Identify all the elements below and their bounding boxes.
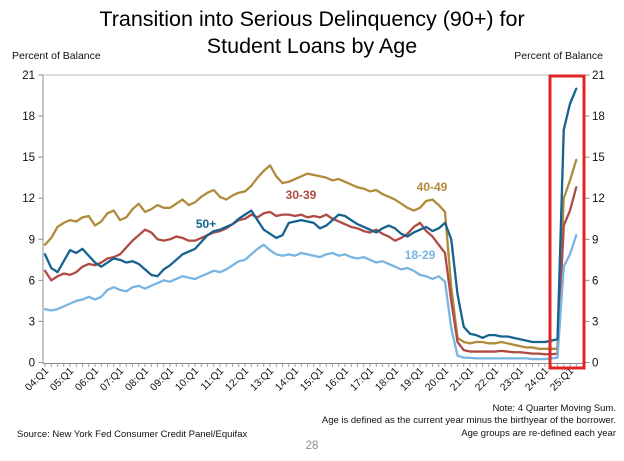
x-tick-label: 20:Q1 — [423, 366, 451, 394]
x-tick-label: 16:Q1 — [323, 366, 351, 394]
chart-title: Transition into Serious Delinquency (90+… — [0, 6, 624, 60]
series-label-age-30-39: 30-39 — [286, 188, 317, 202]
series-line-age-18-29 — [43, 234, 578, 361]
x-tick-label: 04:Q1 — [23, 366, 51, 394]
recent-spike-highlight — [548, 74, 586, 370]
chart-title-line1: Transition into Serious Delinquency (90+… — [99, 7, 525, 31]
x-tick-label: 13:Q1 — [248, 366, 276, 394]
y-tick-label-right: 9 — [592, 234, 598, 246]
series-line-age-50-plus — [43, 87, 578, 344]
series-label-age-18-29: 18-29 — [405, 248, 436, 262]
note-line: Age groups are re-defined each year — [461, 427, 616, 439]
note-line: Note: 4 Quarter Moving Sum. — [492, 403, 616, 414]
y-tick-label-right: 18 — [592, 111, 605, 123]
series-label-age-50-plus: 50+ — [196, 217, 216, 231]
x-tick-label: 07:Q1 — [98, 366, 126, 394]
chart-title-line2: Student Loans by Age — [206, 34, 418, 58]
x-tick-label: 06:Q1 — [73, 366, 101, 394]
x-tick-label: 05:Q1 — [48, 366, 76, 394]
y-tick-label-right: 6 — [592, 275, 598, 287]
y-tick-label-left: 15 — [22, 152, 35, 164]
right-axis-title: Percent of Balance — [514, 50, 603, 62]
x-tick-label: 08:Q1 — [123, 366, 151, 394]
y-tick-label-left: 6 — [29, 275, 35, 287]
y-tick-label-right: 12 — [592, 193, 605, 205]
y-tick-label-left: 18 — [22, 111, 35, 123]
source-note: Source: New York Fed Consumer Credit Pan… — [17, 429, 248, 440]
y-tick-label-left: 0 — [29, 358, 35, 370]
y-tick-label-left: 12 — [22, 193, 35, 205]
y-tick-label-right: 21 — [592, 70, 605, 82]
x-tick-label: 19:Q1 — [398, 366, 426, 394]
y-tick-label-right: 15 — [592, 152, 605, 164]
y-tick-label-right: 3 — [592, 316, 598, 328]
series-line-age-30-39 — [43, 186, 578, 356]
x-tick-label: 14:Q1 — [273, 366, 301, 394]
x-tick-label: 21:Q1 — [448, 366, 476, 394]
y-tick-label-right: 0 — [592, 358, 598, 370]
y-tick-label-left: 21 — [22, 70, 35, 82]
left-axis-title: Percent of Balance — [12, 50, 101, 62]
y-tick-label-left: 3 — [29, 316, 35, 328]
x-tick-label: 12:Q1 — [223, 366, 251, 394]
x-tick-label: 24:Q1 — [523, 366, 551, 394]
page-number: 28 — [305, 440, 319, 452]
series-line-age-40-49 — [43, 158, 578, 350]
note-line: Age is defined as the current year minus… — [321, 415, 616, 427]
y-tick-label-left: 9 — [29, 234, 35, 246]
x-tick-label: 15:Q1 — [298, 366, 326, 394]
x-tick-label: 25:Q1 — [548, 366, 576, 394]
x-tick-label: 09:Q1 — [148, 366, 176, 394]
x-tick-label: 17:Q1 — [348, 366, 376, 394]
x-tick-label: 18:Q1 — [373, 366, 401, 394]
chart-notes: Note: 4 Quarter Moving Sum. Age is defin… — [322, 403, 616, 440]
x-tick-label: 23:Q1 — [498, 366, 526, 394]
x-tick-label: 22:Q1 — [473, 366, 501, 394]
x-tick-label: 10:Q1 — [173, 366, 201, 394]
x-tick-label: 11:Q1 — [199, 366, 226, 393]
series-label-age-40-49: 40-49 — [417, 180, 448, 194]
